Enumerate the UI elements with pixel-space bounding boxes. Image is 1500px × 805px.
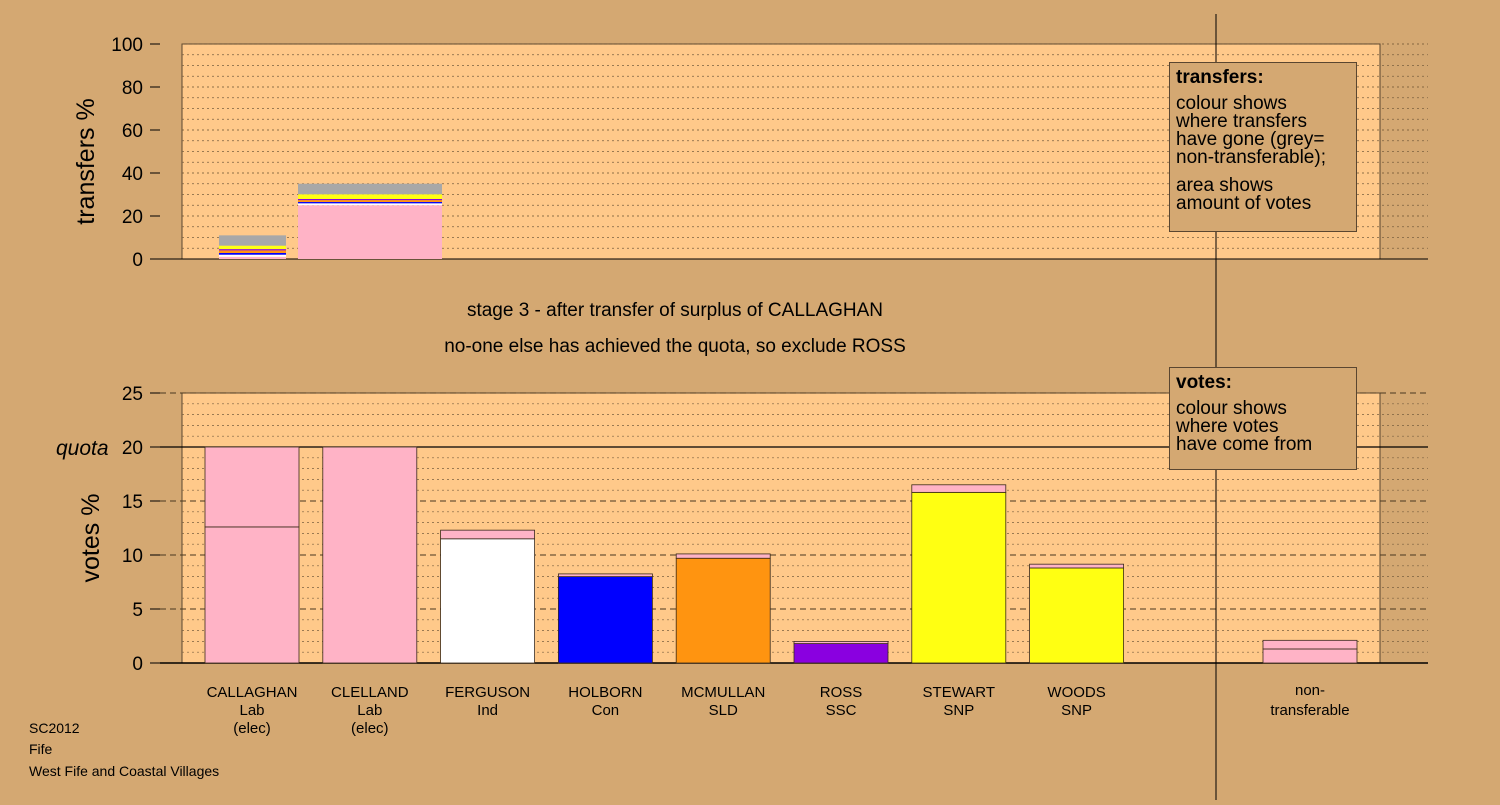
stage-subtitle: no-one else has achieved the quota, so e…	[444, 336, 906, 357]
candidate-name: ROSS	[820, 684, 863, 701]
footer-election: SC2012	[29, 720, 80, 736]
votes-tick-label: 10	[122, 546, 143, 567]
vote-segment	[793, 643, 889, 664]
votes-tick-label: 0	[132, 654, 143, 675]
candidate-party: SNP	[943, 702, 974, 719]
transfers-tick-label: 100	[111, 35, 143, 56]
transfers-legend-heading: transfers:	[1176, 67, 1264, 88]
votes-tick-label: 20	[122, 438, 143, 459]
votes-legend-line: colour shows	[1176, 398, 1287, 419]
candidate-name: FERGUSON	[445, 684, 530, 701]
vote-segment	[1262, 648, 1358, 664]
transfers-tick-label: 60	[122, 121, 143, 142]
footer-council: Fife	[29, 741, 53, 757]
votes-legend-box: votes: colour shows where votes have com…	[1169, 367, 1357, 470]
candidate-status: (elec)	[233, 720, 271, 737]
candidate-party: Lab	[357, 702, 382, 719]
candidate-name: STEWART	[923, 684, 996, 701]
transfer-segment	[298, 200, 442, 203]
transfers-tick-label: 0	[132, 250, 143, 271]
transfer-segment	[298, 194, 442, 200]
vote-segment	[558, 576, 653, 664]
vote-segment	[675, 557, 771, 664]
transfers-legend-line: where transfers	[1176, 111, 1307, 132]
transfers-tick-label: 20	[122, 207, 143, 228]
transfer-segment	[219, 250, 286, 253]
transfer-segment	[219, 249, 286, 251]
votes-tick-label: 5	[132, 600, 143, 621]
vote-segment	[793, 641, 889, 644]
vote-segment	[1262, 639, 1358, 650]
transfer-segment	[219, 254, 286, 257]
candidate-name: WOODS	[1047, 684, 1105, 701]
transfers-legend-line: non-transferable);	[1176, 147, 1326, 168]
vote-segment	[558, 573, 653, 578]
transfer-segment	[298, 183, 442, 195]
nontransferable-label: non-	[1295, 682, 1325, 699]
transfers-legend-line: colour shows	[1176, 93, 1287, 114]
transfer-segment	[298, 205, 442, 259]
vote-segment	[911, 484, 1007, 493]
vote-segment	[322, 446, 418, 664]
transfers-legend-line: have gone (grey=	[1176, 129, 1325, 150]
transfer-segment	[298, 202, 442, 204]
votes-legend-heading: votes:	[1176, 372, 1232, 393]
vote-segment	[1029, 567, 1124, 664]
nontransferable-label: transferable	[1270, 702, 1349, 719]
candidate-party: SNP	[1061, 702, 1092, 719]
candidate-party: Lab	[239, 702, 264, 719]
vote-segment	[440, 529, 536, 540]
transfers-legend-line: amount of votes	[1176, 193, 1312, 214]
vote-segment	[204, 526, 300, 664]
transfer-segment	[298, 199, 442, 201]
votes-legend-line: have come from	[1176, 434, 1313, 455]
transfers-tick-label: 40	[122, 164, 143, 185]
transfers-y-axis-label: transfers %	[72, 98, 100, 224]
candidate-party: SSC	[826, 702, 857, 719]
transfers-legend-box: transfers: colour shows where transfers …	[1169, 62, 1357, 232]
transfer-segment	[219, 235, 286, 246]
quota-label: quota	[56, 437, 109, 460]
votes-y-axis-label: votes %	[77, 494, 105, 583]
transfer-segment	[298, 203, 442, 206]
candidate-status: (elec)	[351, 720, 389, 737]
candidate-party: Con	[592, 702, 620, 719]
stage-title: stage 3 - after transfer of surplus of C…	[466, 300, 884, 321]
candidate-name: HOLBORN	[568, 684, 642, 701]
candidate-name: CLELLAND	[331, 684, 409, 701]
candidate-party: SLD	[709, 702, 738, 719]
candidate-name: CALLAGHAN	[207, 684, 298, 701]
transfer-segment	[219, 252, 286, 255]
votes-tick-label: 25	[122, 384, 143, 405]
candidate-name: MCMULLAN	[681, 684, 765, 701]
transfer-segment	[219, 256, 286, 259]
footer-ward: West Fife and Coastal Villages	[29, 763, 220, 779]
vote-segment	[1029, 563, 1124, 569]
votes-tick-label: 15	[122, 492, 143, 513]
transfer-segment	[219, 245, 286, 250]
vote-segment	[204, 446, 300, 528]
transfers-tick-label: 80	[122, 78, 143, 99]
vote-segment	[911, 491, 1007, 664]
transfers-legend-line: area shows	[1176, 175, 1274, 196]
vote-segment	[440, 538, 536, 664]
vote-segment	[675, 553, 771, 559]
candidate-party: Ind	[477, 702, 498, 719]
votes-legend-line: where votes	[1176, 416, 1279, 437]
